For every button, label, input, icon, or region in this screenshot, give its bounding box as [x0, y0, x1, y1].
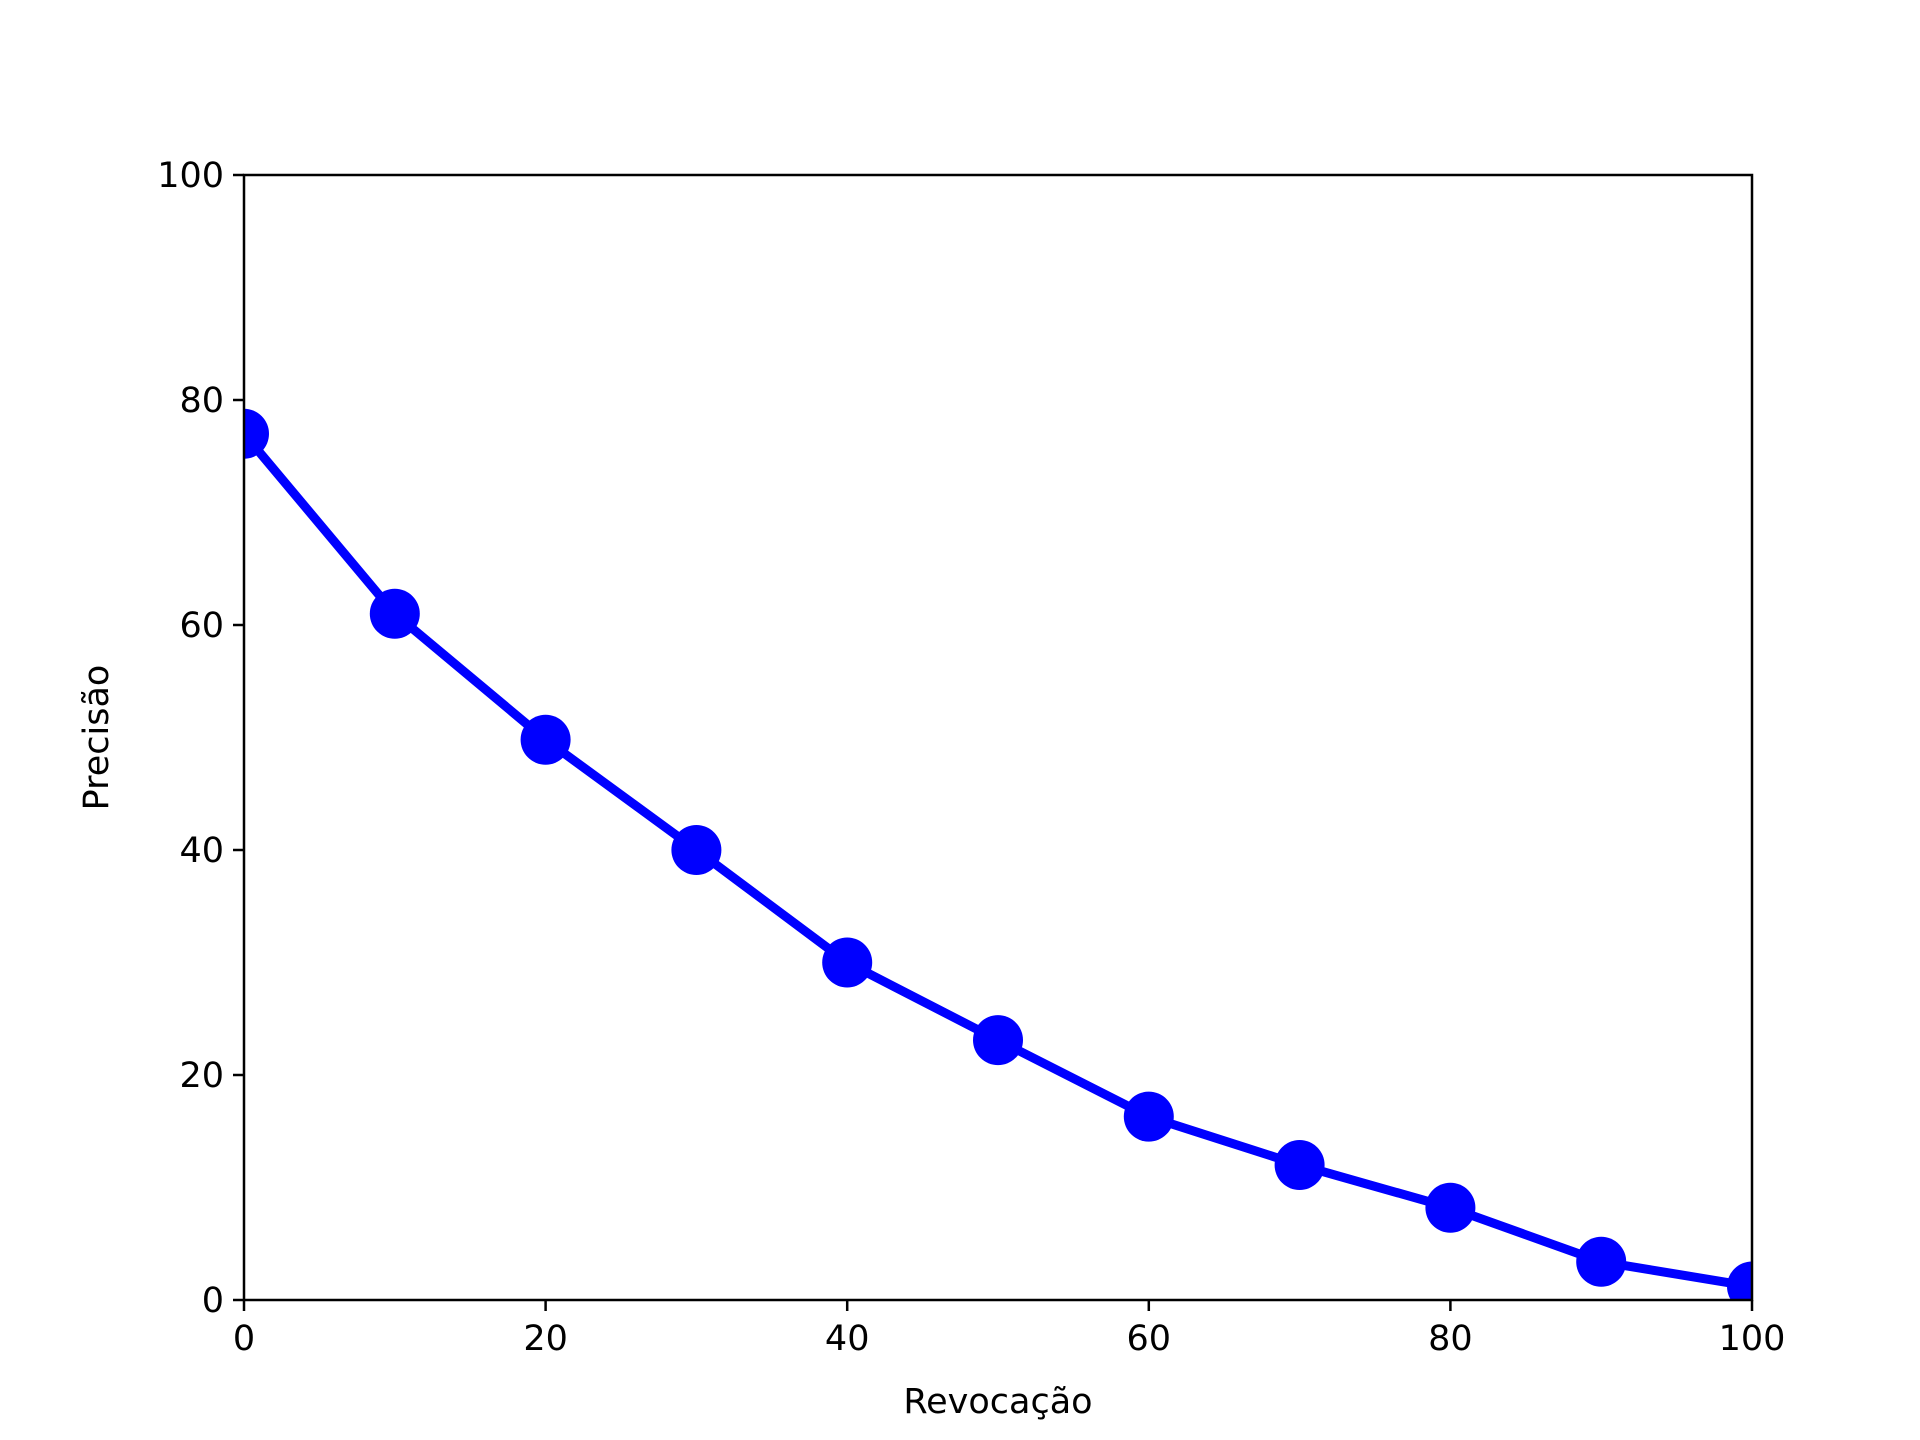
- y-axis-ticks: 0 20 40 60 80 100: [157, 156, 244, 1321]
- data-point: [1425, 1182, 1476, 1233]
- data-point: [973, 1015, 1023, 1066]
- x-tick-label: 40: [825, 1319, 870, 1359]
- data-point: [822, 937, 873, 988]
- data-point: [244, 408, 269, 459]
- data-point: [369, 588, 420, 639]
- plot-frame: [242, 173, 1754, 1302]
- data-point: [1123, 1091, 1174, 1142]
- series-clip-group: [244, 408, 1752, 1300]
- x-tick-label: 20: [523, 1319, 568, 1359]
- data-point: [1274, 1140, 1325, 1190]
- x-tick-label: 100: [1719, 1319, 1786, 1359]
- x-axis-ticks: 0 20 40 60 80 100: [233, 1300, 1786, 1359]
- y-tick-label: 60: [179, 606, 224, 646]
- y-tick-label: 40: [179, 831, 224, 871]
- y-tick-label: 80: [179, 381, 224, 421]
- data-point: [520, 714, 571, 765]
- x-tick-label: 80: [1428, 1319, 1473, 1359]
- x-axis-label: Revocação: [903, 1382, 1092, 1422]
- series-layer: [244, 408, 1752, 1300]
- x-tick-label: 0: [233, 1319, 255, 1359]
- y-axis-label: Precisão: [77, 665, 117, 811]
- y-tick-label: 20: [179, 1056, 224, 1096]
- y-tick-label: 0: [202, 1281, 224, 1321]
- data-point: [1576, 1236, 1627, 1287]
- data-point: [1727, 1261, 1752, 1300]
- data-point: [671, 825, 722, 875]
- y-tick-label: 100: [157, 156, 224, 196]
- x-tick-label: 60: [1127, 1319, 1172, 1359]
